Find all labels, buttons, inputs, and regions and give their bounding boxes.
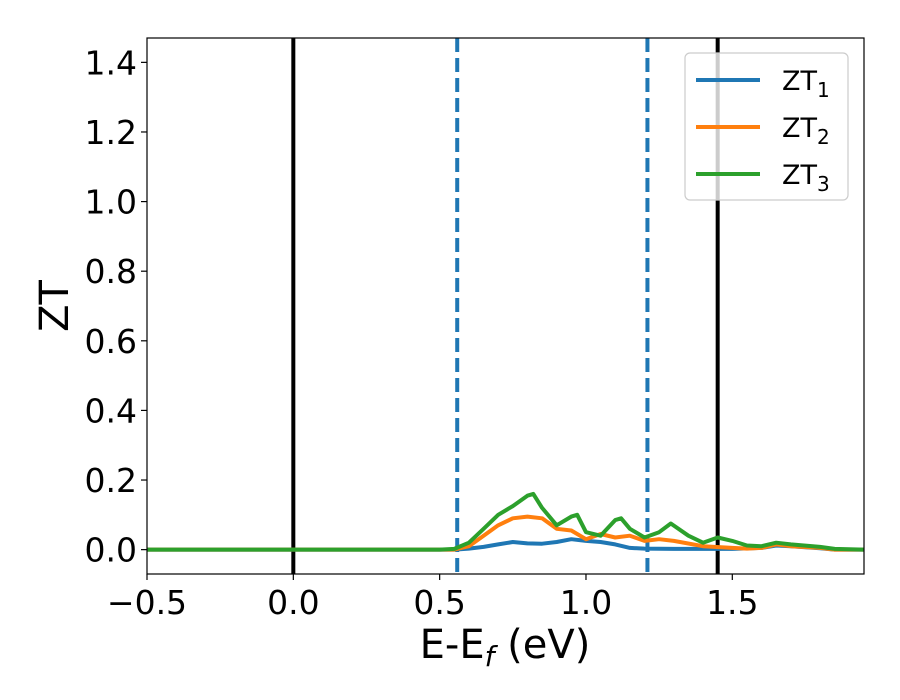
x-tick-label: 1.0	[560, 583, 612, 622]
legend-label-subscript: 3	[817, 172, 830, 196]
y-tick-label: 0.4	[85, 391, 137, 430]
legend-label-main: ZT	[782, 160, 817, 191]
y-tick-label: 1.2	[85, 113, 137, 152]
y-tick-label: 1.4	[85, 43, 137, 82]
series-line-3	[147, 491, 864, 552]
x-tick-label: 1.5	[706, 583, 758, 622]
plot-frame	[146, 37, 865, 575]
y-tick-label: 0.6	[85, 322, 137, 361]
y-tick-label: 0.2	[85, 461, 137, 500]
legend-label-2: ZT2	[782, 113, 830, 149]
y-tick-label: 1.0	[85, 183, 137, 222]
x-tick-label: −0.5	[107, 583, 187, 622]
legend-label-3: ZT3	[782, 160, 830, 196]
x-axis-ticks: −0.5 0.0 0.5 1.0 1.5	[107, 574, 759, 622]
legend-label-subscript: 1	[817, 78, 830, 102]
series-lines	[147, 491, 864, 552]
legend-label-main: ZT	[782, 66, 817, 97]
x-axis-label-unit: (eV)	[494, 622, 590, 668]
y-axis-ticks: 0.0 0.2 0.4 0.6 0.8 1.0 1.2 1.4	[85, 43, 147, 570]
x-tick-label: 0.5	[413, 583, 465, 622]
legend-label-subscript: 2	[817, 125, 830, 149]
y-tick-label: 0.8	[85, 252, 137, 291]
legend-label-main: ZT	[782, 113, 817, 144]
x-axis-label-main: E-E	[420, 622, 485, 668]
y-tick-label: 0.0	[85, 531, 137, 570]
y-axis-label: ZT	[32, 280, 78, 332]
x-axis-label: E-Ef (eV)	[420, 622, 591, 673]
legend-label-1: ZT1	[782, 66, 830, 102]
x-tick-label: 0.0	[267, 583, 319, 622]
legend-box	[684, 52, 849, 201]
